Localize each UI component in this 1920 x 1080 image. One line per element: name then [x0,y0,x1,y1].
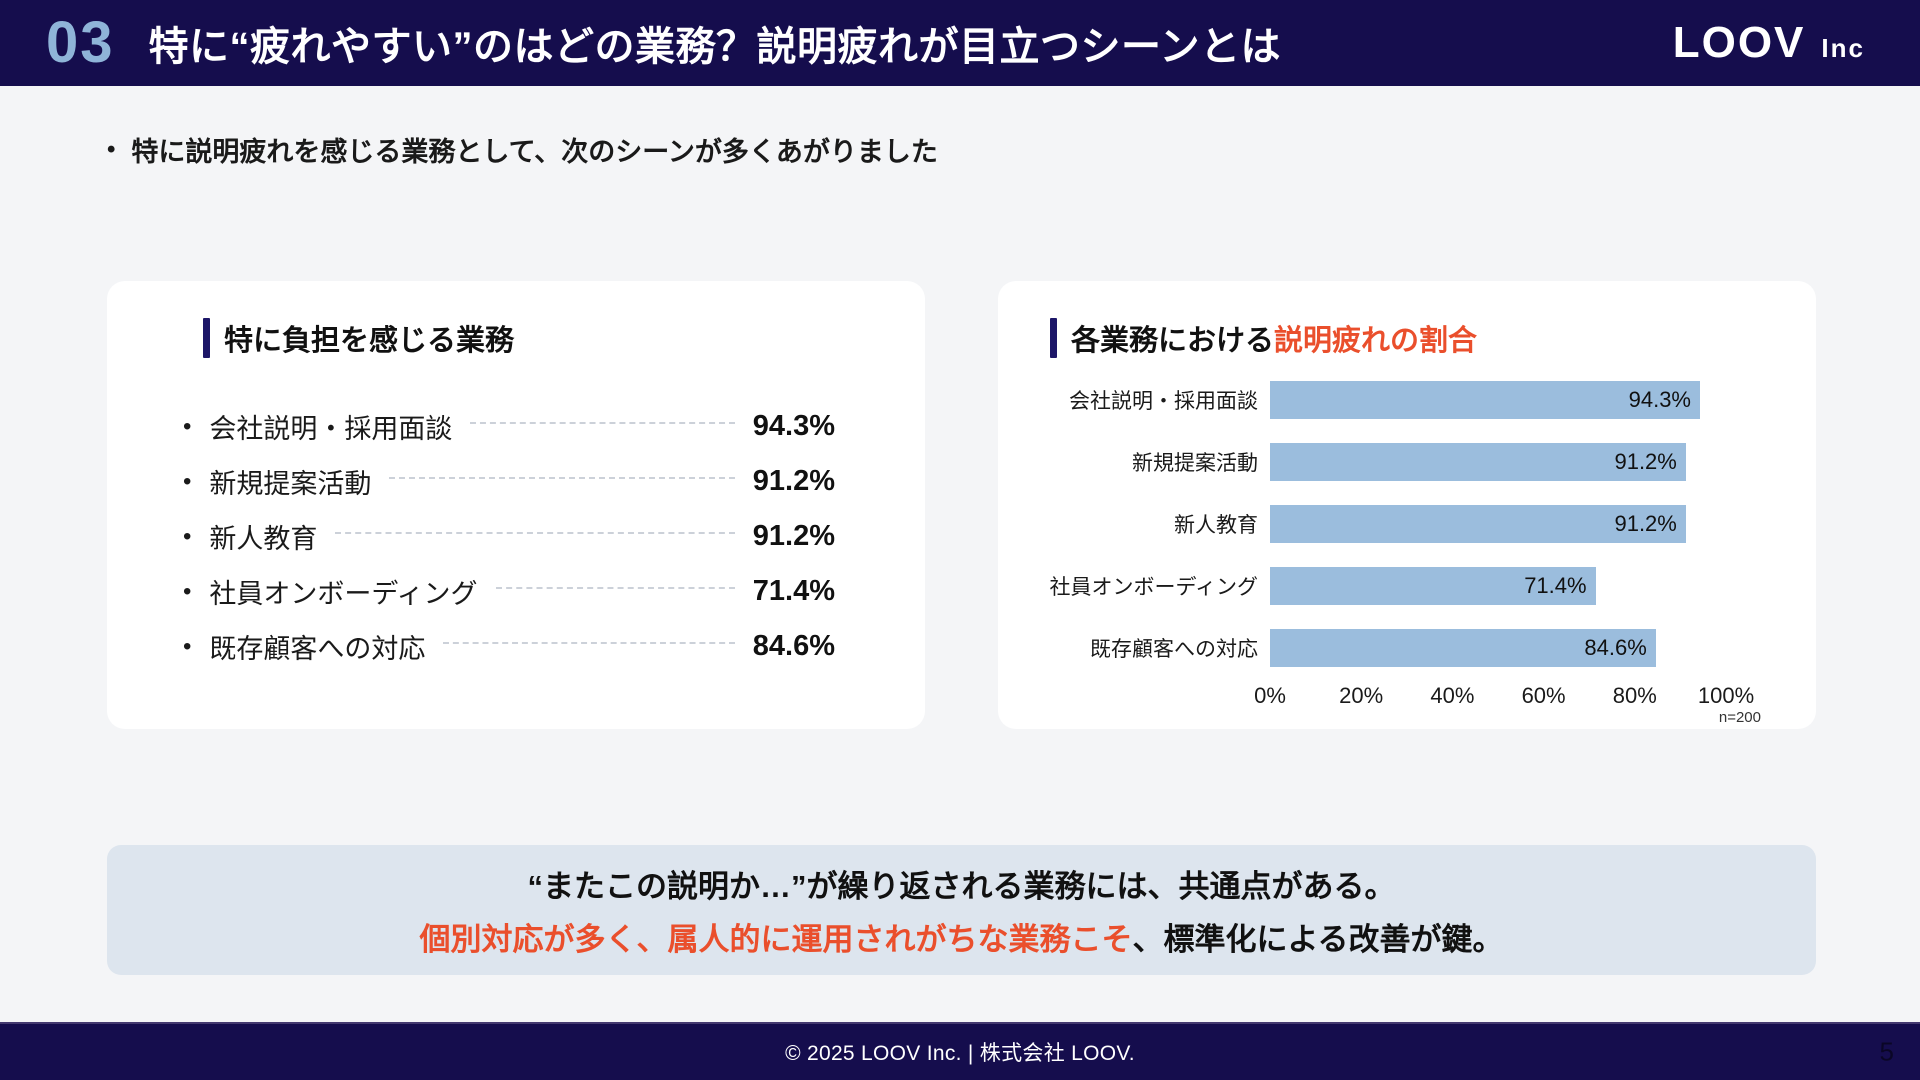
summary-line-2: 個別対応が多く、属人的に運用されがちな業務こそ、標準化による改善が鍵。 [419,914,1503,959]
chart-x-axis: 0% 20% 40% 60% 80% 100% [1254,681,1754,711]
burden-card-title: 特に負担を感じる業務 [203,317,514,359]
list-item-value: 91.2% [752,465,835,497]
list-item-value: 71.4% [752,575,835,607]
chart-row: 会社説明・採用面談 94.3% [998,369,1816,431]
list-item-label: 既存顧客への対応 [209,634,426,664]
dotted-leader [470,421,735,424]
chart-bar: 91.2% [1270,443,1686,481]
x-axis-tick: 100% [1697,683,1755,708]
summary-line-2-rest: 、標準化による改善が鍵。 [1132,922,1504,957]
x-axis-tick: 60% [1521,683,1566,708]
chart-bar: 71.4% [1270,567,1596,605]
chart-row: 既存顧客への対応 84.6% [998,617,1816,679]
summary-line-1: “またこの説明か…”が繰り返される業務には、共通点がある。 [527,869,1396,904]
bullet-icon: • [183,522,192,550]
page-number: 5 [1879,1036,1894,1067]
chart-row: 社員オンボーディング 71.4% [998,555,1816,617]
chart-card-title: 各業務における 説明疲れの割合 [1050,317,1477,359]
chart-bar-track: 84.6% [1270,629,1726,667]
chart-bar: 91.2% [1270,505,1686,543]
list-item: • 既存顧客への対応 84.6% [183,619,835,674]
chart-bar-track: 91.2% [1270,443,1726,481]
bullet-icon: • [183,467,192,495]
bullet-icon: • [183,577,192,605]
bullet-icon: • [183,412,192,440]
list-item: • 新人教育 91.2% [183,509,835,564]
chart-bar-value: 91.2% [1614,449,1677,474]
bullet-icon: • [183,632,192,660]
intro-line: • 特に説明疲れを感じる業務として、次のシーンが多くあがりました [107,130,938,169]
list-item-value: 94.3% [752,410,835,442]
chart-row: 新規提案活動 91.2% [998,431,1816,493]
loov-logo-suffix: Inc [1821,33,1865,63]
slide-number: 03 [46,10,115,75]
list-item-label: 社員オンボーディング [209,579,478,609]
list-item: • 新規提案活動 91.2% [183,454,835,509]
header-bar: 03 特に“疲れやすい”のはどの業務？説明疲れが目立つシーンとは LOOV In… [0,0,1920,86]
dotted-leader [495,586,735,589]
footer-copyright: © 2025 LOOV Inc. | 株式会社 LOOV. [785,1042,1135,1065]
chart-category-label: 会社説明・採用面談 [1069,390,1258,413]
chart-row: 新人教育 91.2% [998,493,1816,555]
chart-bar-value: 71.4% [1524,573,1587,598]
bullet-icon: • [107,135,116,163]
chart-category-label: 既存顧客への対応 [1090,638,1258,661]
chart-category-label: 社員オンボーディング [1049,576,1258,599]
x-axis-tick: 80% [1612,683,1657,708]
bar-chart: 会社説明・採用面談 94.3% 新規提案活動 91.2% 新人教育 91.2% 社員オンボー… [998,369,1816,711]
chart-bar: 94.3% [1270,381,1700,419]
chart-bar-track: 94.3% [1270,381,1726,419]
chart-bar-value: 91.2% [1614,511,1677,536]
list-item-label: 新規提案活動 [209,469,372,499]
chart-card-title-black: 各業務における [1071,325,1275,357]
chart-rows: 会社説明・採用面談 94.3% 新規提案活動 91.2% 新人教育 91.2% 社員オンボー… [998,369,1816,679]
chart-bar-value: 94.3% [1628,387,1691,412]
title-accent-bar [203,318,210,358]
burden-card-title-text: 特に負担を感じる業務 [224,325,515,357]
list-item: • 社員オンボーディング 71.4% [183,564,835,619]
slide-title: 特に“疲れやすい”のはどの業務？説明疲れが目立つシーンとは [148,25,1282,69]
title-accent-bar [1050,318,1057,358]
list-item-label: 新人教育 [209,524,318,554]
summary-box: “またこの説明か…”が繰り返される業務には、共通点がある。 個別対応が多く、属人… [107,845,1816,975]
chart-bar-value: 84.6% [1584,635,1647,660]
chart-category-label: 新人教育 [1174,514,1258,537]
loov-logo-text: LOOV [1672,18,1806,67]
chart-bar-track: 71.4% [1270,567,1726,605]
chart-card-title-accent: 説明疲れの割合 [1274,325,1478,357]
burden-list: • 会社説明・採用面談 94.3% • 新規提案活動 91.2% • 新人教育 [183,399,835,674]
list-item: • 会社説明・採用面談 94.3% [183,399,835,454]
chart-card: 各業務における 説明疲れの割合 会社説明・採用面談 94.3% 新規提案活動 91.2… [998,281,1816,729]
chart-bar: 84.6% [1270,629,1656,667]
x-axis-tick: 20% [1339,683,1384,708]
x-axis-tick: 0% [1254,683,1286,708]
loov-logo: LOOV Inc [1673,21,1865,65]
sample-size-note: n=200 [1718,709,1761,726]
burden-card: 特に負担を感じる業務 • 会社説明・採用面談 94.3% • 新規提案活動 91… [107,281,925,729]
list-item-value: 84.6% [752,630,835,662]
dotted-leader [443,641,735,644]
chart-bar-track: 91.2% [1270,505,1726,543]
dotted-leader [335,531,735,534]
list-item-value: 91.2% [752,520,835,552]
chart-category-label: 新規提案活動 [1132,452,1258,475]
summary-line-2-accent: 個別対応が多く、属人的に運用されがちな業務こそ [419,922,1133,957]
list-item-label: 会社説明・採用面談 [209,414,453,444]
x-axis-tick: 40% [1430,683,1475,708]
footer-bar: © 2025 LOOV Inc. | 株式会社 LOOV. 5 [0,1022,1920,1080]
dotted-leader [389,476,735,479]
intro-text: 特に説明疲れを感じる業務として、次のシーンが多くあがりました [131,137,938,167]
